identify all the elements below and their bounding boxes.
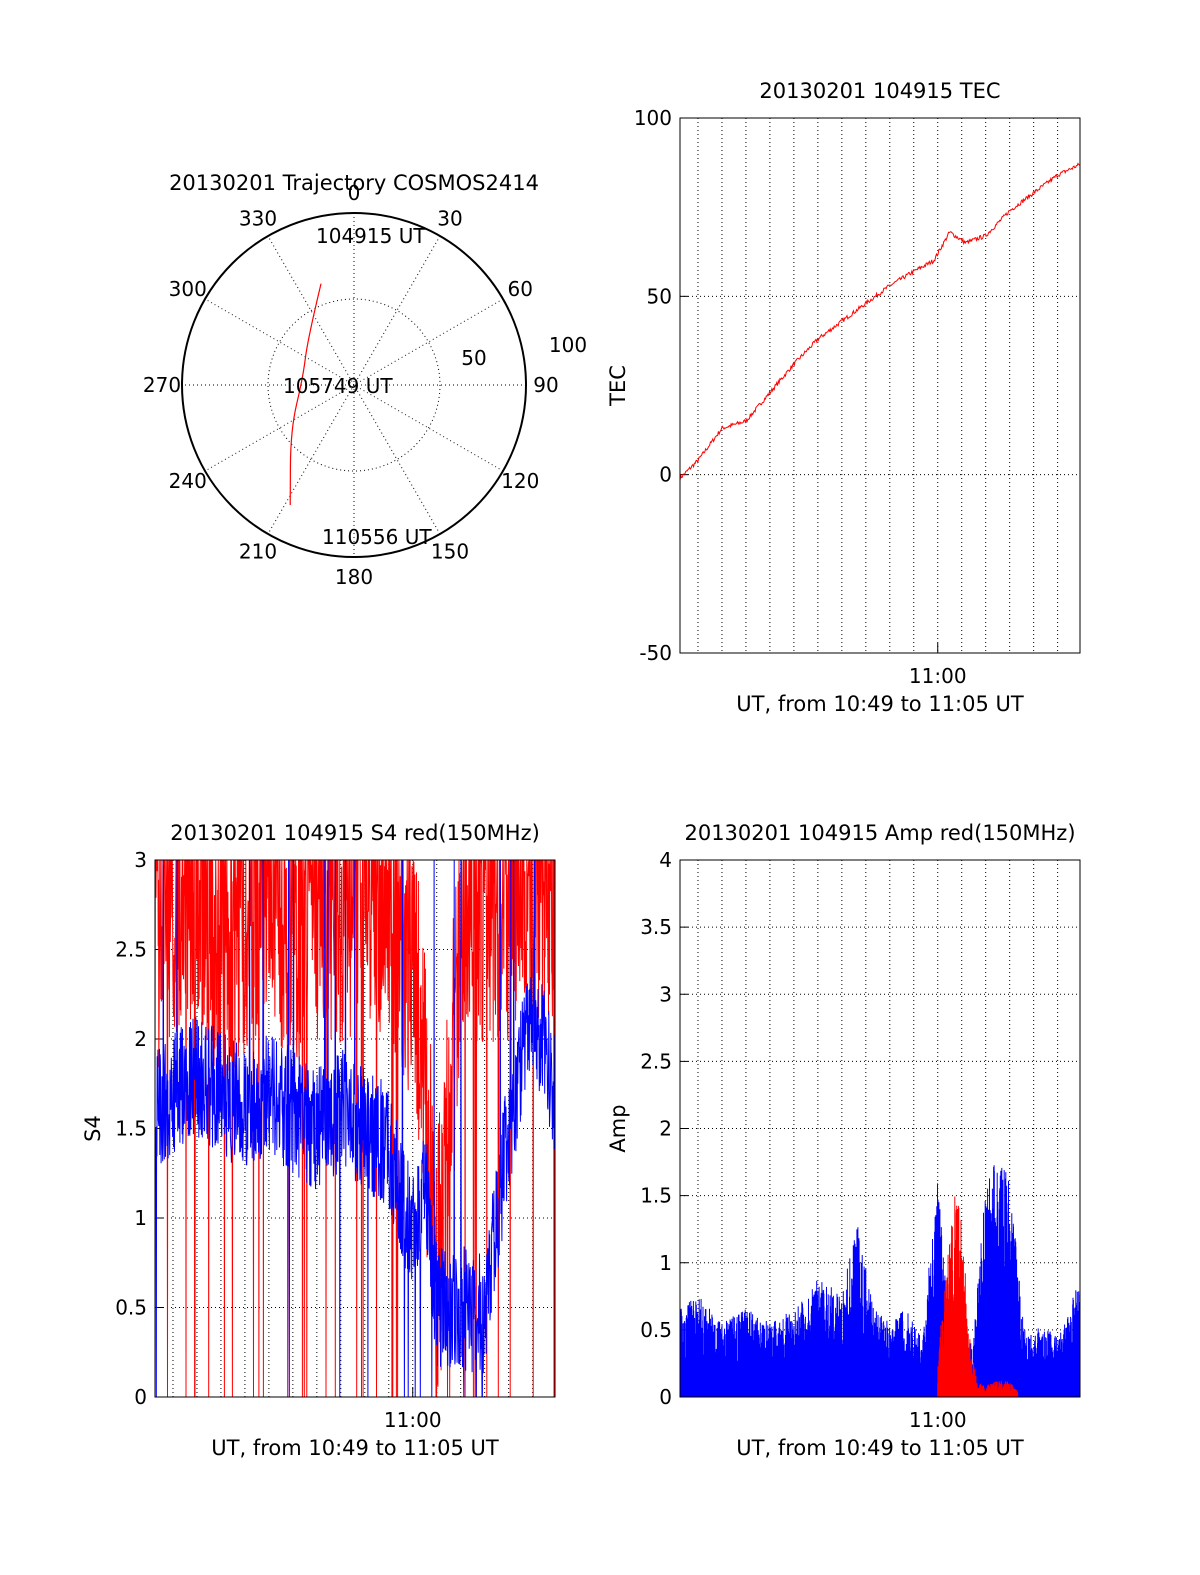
polar-angle-label-150: 150	[431, 539, 469, 563]
plot-frame-2	[154, 859, 556, 1398]
x-axis-label-1: UT, from 10:49 to 11:05 UT	[736, 692, 1024, 716]
polar-annotation-2: 110556 UT	[322, 525, 432, 549]
plot-area-1	[680, 162, 1080, 481]
y-axis-label-3: Amp	[606, 1104, 630, 1152]
polar-angle-label-120: 120	[501, 469, 539, 493]
plot-area-2	[155, 860, 555, 1397]
y-tick-label-3: 3	[134, 848, 147, 872]
plot-frame-1	[679, 117, 1081, 654]
y-tick-label-3: 3	[659, 982, 672, 1006]
polar-angle-label-330: 330	[239, 207, 277, 231]
y-tick-label-2: 2	[134, 1027, 147, 1051]
polar-radial-grid-50	[267, 298, 441, 472]
polar-annotation-0: 104915 UT	[316, 224, 426, 248]
y-tick-label-2.5: 2.5	[640, 1049, 672, 1073]
y-axis-label-2: S4	[81, 1115, 105, 1142]
amp-red-series	[937, 1196, 1019, 1397]
plot-frame-3	[679, 859, 1081, 1398]
y-tick-label-0: 0	[659, 463, 672, 487]
polar-radial-label-50: 50	[461, 346, 486, 370]
y-tick-label-2.5: 2.5	[115, 938, 147, 962]
y-tick-label-0: 0	[659, 1385, 672, 1409]
y-tick-label-0.5: 0.5	[640, 1318, 672, 1342]
x-axis-label-3: UT, from 10:49 to 11:05 UT	[736, 1436, 1024, 1460]
polar-angle-label-210: 210	[239, 539, 277, 563]
polar-angle-label-90: 90	[533, 373, 558, 397]
y-tick-label--50: -50	[639, 641, 672, 665]
y-tick-label-1.5: 1.5	[115, 1117, 147, 1141]
polar-angle-label-300: 300	[169, 277, 207, 301]
y-tick-label-0.5: 0.5	[115, 1296, 147, 1320]
chart-panel-1: 20130201 104915 TEC -50 0 50 100 11:00 UT, fro…	[606, 79, 1081, 716]
polar-annotation-1: 105749 UT	[283, 374, 393, 398]
y-tick-label-100: 100	[634, 106, 672, 130]
tec-series-line	[680, 162, 1080, 481]
x-tick-label-0: 11:00	[909, 1408, 967, 1432]
y-tick-label-1: 1	[659, 1251, 672, 1275]
chart-title-1: 20130201 104915 TEC	[759, 79, 1000, 103]
polar-angle-label-0: 0	[348, 181, 361, 205]
polar-angle-label-270: 270	[143, 373, 181, 397]
y-tick-label-3.5: 3.5	[640, 915, 672, 939]
polar-angle-label-60: 60	[508, 277, 533, 301]
amp-blue-series	[680, 1165, 1080, 1397]
chart-title-3: 20130201 104915 Amp red(150MHz)	[684, 821, 1075, 845]
y-tick-label-4: 4	[659, 848, 672, 872]
s4-blue-series-line	[155, 860, 555, 1397]
polar-radial-label-100: 100	[549, 333, 587, 357]
polar-trajectory-line	[289, 283, 322, 505]
polar-spoke-150	[267, 235, 441, 535]
y-tick-label-1: 1	[134, 1206, 147, 1230]
chart-title-2: 20130201 104915 S4 red(150MHz)	[170, 821, 540, 845]
x-tick-label-0: 11:00	[909, 664, 967, 688]
chart-panel-2: 20130201 104915 S4 red(150MHz) 0 0.5 1 1.5 2 2…	[81, 821, 556, 1460]
polar-angle-label-240: 240	[169, 469, 207, 493]
polar-title: 20130201 Trajectory COSMOS2414	[169, 171, 539, 195]
plot-area-3	[680, 1165, 1080, 1397]
y-tick-label-2: 2	[659, 1117, 672, 1141]
x-axis-label-2: UT, from 10:49 to 11:05 UT	[211, 1436, 499, 1460]
y-tick-label-0: 0	[134, 1385, 147, 1409]
polar-angle-label-30: 30	[437, 207, 462, 231]
x-tick-label-0: 11:00	[384, 1408, 442, 1432]
y-axis-label-1: TEC	[606, 365, 630, 407]
y-tick-label-1.5: 1.5	[640, 1184, 672, 1208]
y-tick-label-50: 50	[647, 284, 672, 308]
polar-angle-label-180: 180	[335, 565, 373, 589]
chart-panel-3: 20130201 104915 Amp red(150MHz) 0 0.5 1 1.5 2…	[606, 821, 1081, 1460]
